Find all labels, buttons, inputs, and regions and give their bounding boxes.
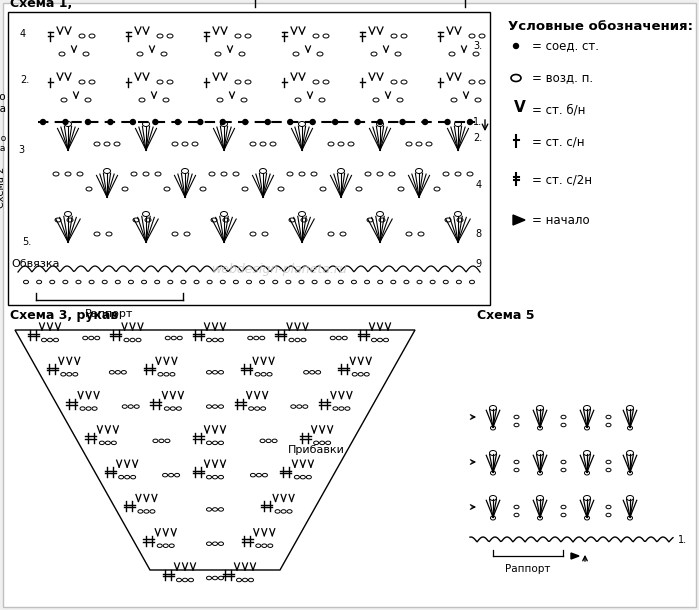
Circle shape (63, 120, 68, 124)
Circle shape (243, 120, 247, 124)
Text: 3.: 3. (473, 41, 482, 51)
Text: Прибавки: Прибавки (288, 445, 345, 455)
Text: 3: 3 (18, 145, 24, 155)
Text: 9: 9 (476, 259, 482, 269)
Circle shape (220, 120, 225, 124)
Text: 4: 4 (476, 180, 482, 190)
Text: Раппорт: Раппорт (85, 309, 134, 319)
Text: = ст. с/н: = ст. с/н (532, 135, 584, 148)
Text: = начало: = начало (532, 214, 590, 226)
Polygon shape (571, 553, 579, 559)
Circle shape (41, 120, 45, 124)
Text: 5.: 5. (22, 237, 31, 247)
Text: Схема 2: Схема 2 (0, 167, 6, 207)
Circle shape (514, 43, 519, 49)
Text: = соед. ст.: = соед. ст. (532, 40, 599, 52)
Text: Схема 1,: Схема 1, (10, 0, 72, 10)
Text: Раппорт: Раппорт (505, 564, 551, 574)
Text: = ст. б/н: = ст. б/н (532, 104, 585, 117)
Text: webdesign-planeta.ru: webdesign-planeta.ru (212, 264, 348, 276)
Text: Начало
отсчёта: Начало отсчёта (0, 92, 6, 114)
Circle shape (175, 120, 180, 124)
Text: 2.: 2. (473, 133, 482, 143)
Circle shape (377, 120, 382, 124)
Circle shape (85, 120, 90, 124)
Circle shape (310, 120, 315, 124)
Circle shape (108, 120, 113, 124)
Text: = ст. с/2н: = ст. с/2н (532, 173, 592, 187)
Text: Начало
отцвётка: Начало отцвётка (0, 134, 6, 153)
Circle shape (355, 120, 360, 124)
Text: Условные обозначения:: Условные обозначения: (508, 20, 693, 33)
Circle shape (468, 120, 473, 124)
Text: Схема 3, рукав: Схема 3, рукав (10, 309, 118, 322)
Circle shape (423, 120, 428, 124)
Circle shape (445, 120, 450, 124)
Circle shape (400, 120, 405, 124)
Text: Обвязка: Обвязка (11, 259, 59, 269)
Circle shape (131, 120, 136, 124)
Text: Схема 5: Схема 5 (477, 309, 535, 322)
Circle shape (198, 120, 203, 124)
Text: 4: 4 (20, 29, 26, 39)
Circle shape (153, 120, 158, 124)
Polygon shape (513, 215, 525, 225)
Text: 1.: 1. (473, 117, 482, 127)
Text: 1.: 1. (678, 535, 687, 545)
Text: = возд. п.: = возд. п. (532, 71, 593, 85)
Text: 2.: 2. (20, 75, 29, 85)
Text: V: V (514, 99, 526, 115)
Circle shape (333, 120, 338, 124)
Bar (8, 12, 490, 305)
Circle shape (288, 120, 293, 124)
Circle shape (265, 120, 271, 124)
Text: 8: 8 (476, 229, 482, 239)
